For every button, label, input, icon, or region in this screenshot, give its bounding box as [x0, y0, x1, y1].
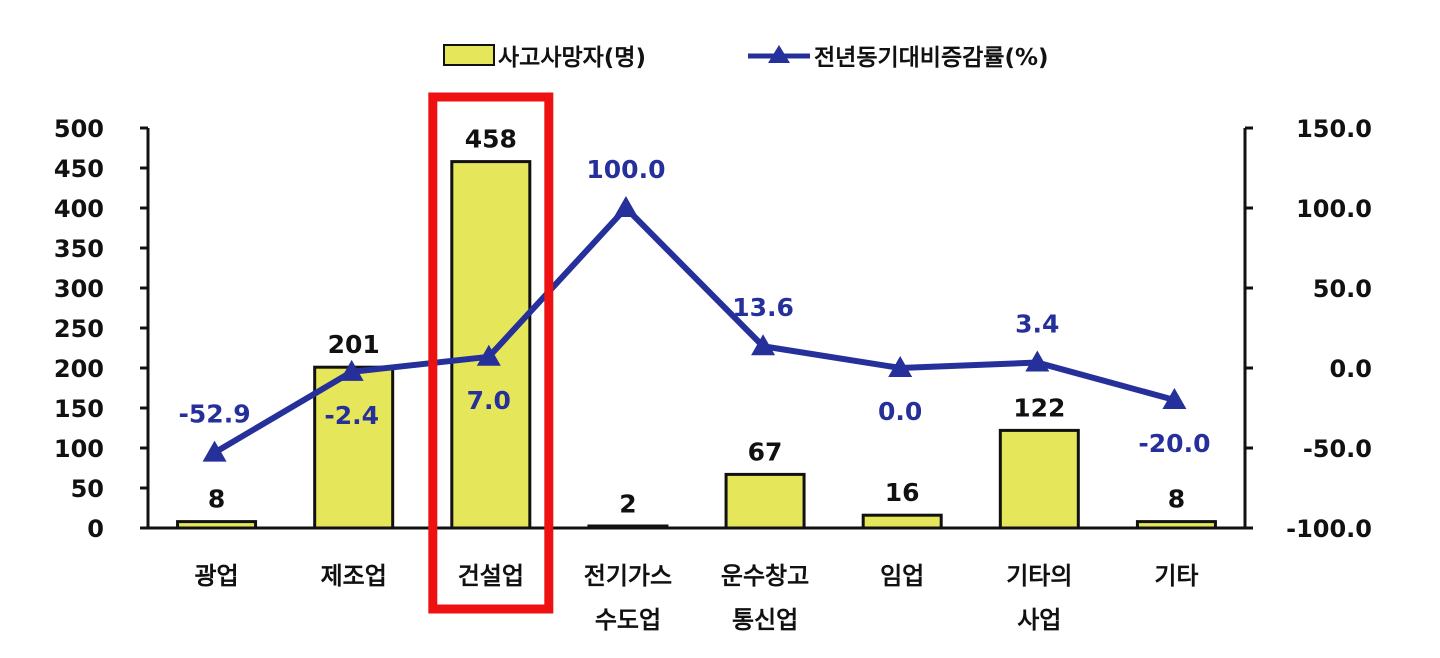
category-label: 전기가스 [584, 562, 672, 590]
rate-value-label: 100.0 [586, 155, 665, 184]
legend-line-marker [768, 45, 790, 63]
category-label: 수도업 [595, 606, 661, 634]
bar-value-label: 201 [328, 330, 380, 359]
legend-line-label: 전년동기대비증감률(%) [814, 45, 1049, 71]
data-labels: 8 201 458 2 67 16 122 8 -52.9 -2.4 7.0 100.0 13.6 0.0… [179, 125, 1211, 519]
rate-marker [751, 334, 776, 356]
left-tick-label: 300 [54, 275, 104, 303]
right-tick-label: 50.0 [1313, 275, 1372, 303]
rate-value-label: 3.4 [1015, 310, 1059, 339]
left-tick-label: 100 [54, 435, 104, 463]
category-label: 임업 [880, 562, 924, 590]
bar-value-label: 16 [885, 478, 920, 507]
rate-marker [613, 196, 638, 217]
category-label: 운수창고 [721, 562, 809, 590]
bar-value-label: 8 [1168, 485, 1185, 514]
category-label: 제조업 [321, 562, 387, 590]
bar [450, 160, 532, 530]
highlight-rect [428, 92, 554, 614]
category-label: 건설업 [458, 562, 524, 590]
right-tick-label: 100.0 [1296, 195, 1372, 223]
category-label: 기타의 [1006, 562, 1072, 590]
category-label: 사업 [1017, 606, 1061, 634]
rate-marker [1162, 388, 1187, 409]
left-tick-label: 0 [87, 515, 104, 543]
category-label: 기타 [1154, 562, 1198, 590]
rate-line-path [213, 205, 1176, 456]
bar-value-label: 67 [748, 437, 783, 466]
highlight-box [428, 92, 554, 614]
rate-value-label: -2.4 [324, 401, 379, 430]
right-tick-label: -100.0 [1286, 515, 1372, 543]
rate-marker [202, 440, 227, 462]
rate-value-label: 0.0 [878, 397, 922, 426]
bar [998, 428, 1080, 530]
axes: 0 50 100 150 200 250 300 350 400 450 500 -100.0 -50.… [54, 115, 1372, 543]
bar-value-label: 2 [619, 489, 636, 518]
left-tick-label: 250 [54, 315, 104, 343]
rate-marker [888, 356, 913, 377]
legend-bar-label: 사고사망자(명) [498, 45, 646, 71]
category-label: 광업 [194, 562, 238, 590]
bar [861, 513, 943, 530]
rate-value-label: 13.6 [732, 293, 794, 322]
right-tick-label: 150.0 [1296, 115, 1372, 143]
bar [176, 520, 258, 530]
left-tick-label: 150 [54, 395, 104, 423]
legend-bar-swatch [443, 44, 495, 66]
left-tick-label: 200 [54, 355, 104, 383]
left-tick-label: 400 [54, 195, 104, 223]
rate-value-label: 7.0 [467, 386, 511, 415]
rate-marker [1025, 350, 1050, 372]
right-tick-label: -50.0 [1303, 435, 1372, 463]
rate-value-label: -52.9 [179, 400, 251, 429]
bar [587, 524, 669, 530]
rate-marker [339, 359, 364, 381]
left-tick-label: 350 [54, 235, 104, 263]
left-tick-label: 500 [54, 115, 104, 143]
rate-value-label: -20.0 [1138, 429, 1210, 458]
legend: 사고사망자(명) 전년동기대비증감률(%) [443, 44, 1049, 71]
bars [176, 160, 1217, 530]
bar [1135, 520, 1217, 530]
left-tick-label: 50 [71, 475, 104, 503]
rate-marker [476, 344, 501, 366]
bar-value-label: 122 [1013, 393, 1065, 422]
category-label: 통신업 [732, 606, 798, 634]
right-tick-label: 0.0 [1329, 355, 1372, 383]
left-tick-label: 450 [54, 155, 104, 183]
bar [313, 365, 395, 530]
bar-value-label: 458 [465, 125, 517, 154]
bar [724, 472, 806, 530]
bar-value-label: 8 [208, 485, 225, 514]
rate-line [202, 196, 1187, 462]
